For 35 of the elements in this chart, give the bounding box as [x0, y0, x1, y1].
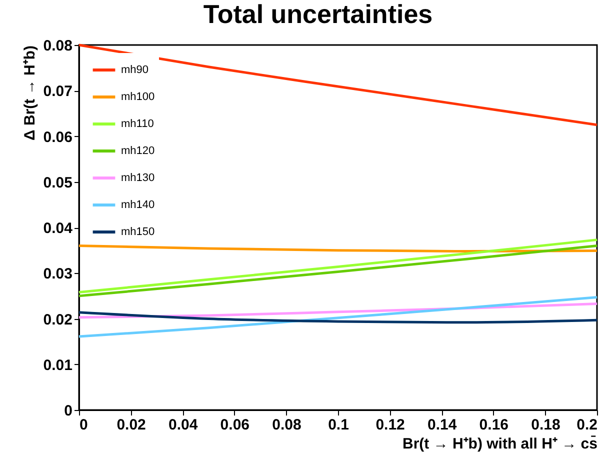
x-tick-label: 0.14 [428, 416, 458, 434]
x-tick-label: 0.04 [168, 416, 198, 434]
line-series [78, 244, 598, 298]
x-axis-title: Br(t → H⁺b) with all H⁺ → cs̄ [402, 436, 598, 452]
y-tick-label: 0.02 [43, 311, 72, 328]
line-series [78, 311, 598, 324]
legend-label: mh110 [121, 118, 154, 130]
x-tick-label: 0.06 [220, 416, 250, 434]
x-tick-label: 0.1 [328, 416, 349, 434]
x-tick-label: 0.08 [272, 416, 302, 434]
legend-label: mh100 [121, 91, 155, 103]
chart-title: Total uncertainties [203, 0, 433, 29]
line-series [78, 238, 598, 294]
y-tick-label: 0 [64, 402, 72, 420]
legend-label: mh90 [121, 64, 149, 76]
legend-label: mh140 [121, 199, 155, 211]
x-tick-label: 0.18 [531, 416, 560, 434]
legend-label: mh150 [121, 226, 155, 238]
legend-label: mh130 [121, 172, 155, 184]
y-tick-label: 0.01 [43, 356, 72, 374]
y-tick-label: 0.07 [43, 83, 72, 100]
x-tick-label: 0.16 [479, 416, 508, 434]
line-series [78, 44, 598, 126]
y-tick-label: 0.04 [43, 220, 74, 237]
x-tick-label: 0 [80, 416, 88, 434]
y-tick-label: 0.08 [43, 38, 72, 54]
line-series [78, 296, 598, 338]
x-tick-label: 0.02 [116, 416, 146, 434]
legend-label: mh120 [121, 145, 155, 157]
x-tick-label: 0.2 [576, 416, 598, 434]
y-axis-title: Δ Br(t → H⁺b) [21, 46, 38, 140]
x-tick-label: 0.12 [376, 416, 405, 434]
y-tick-label: 0.06 [43, 128, 72, 146]
y-tick-label: 0.05 [43, 174, 72, 192]
y-tick-label: 0.03 [43, 266, 72, 283]
